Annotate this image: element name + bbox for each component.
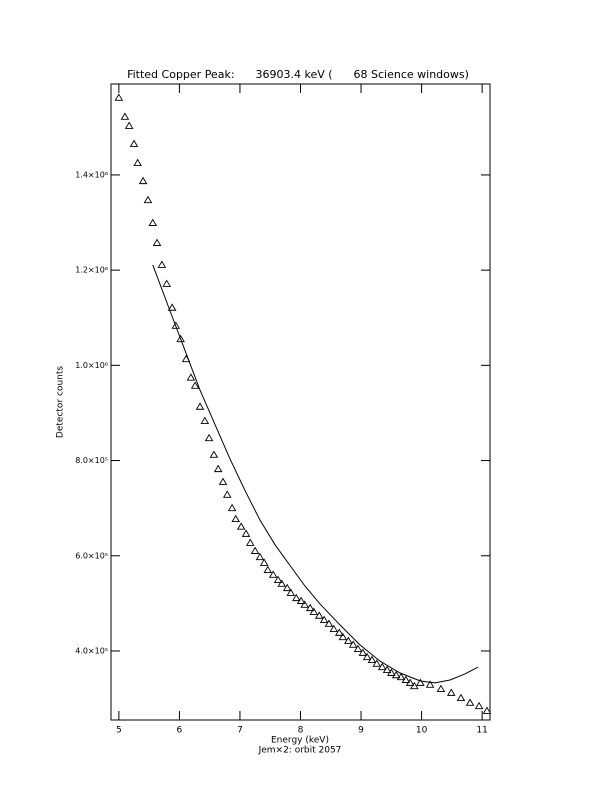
data-point: [396, 672, 406, 681]
x-tick-label: 8: [298, 726, 304, 736]
x-axis-label: Energy (keV): [271, 736, 329, 746]
data-point: [436, 684, 446, 693]
data-point: [263, 565, 273, 573]
data-point: [277, 579, 287, 587]
data-point: [152, 238, 162, 246]
data-point: [377, 662, 387, 671]
x-tick-label: 5: [116, 726, 122, 736]
data-point: [387, 668, 396, 676]
y-axis-label: Detector counts: [56, 366, 66, 438]
data-point: [259, 558, 269, 566]
data-point: [227, 503, 237, 512]
data-point: [410, 681, 419, 690]
y-tick-label: 1.0×10⁶: [75, 361, 108, 370]
data-point: [245, 538, 255, 546]
data-point: [120, 112, 130, 120]
data-point: [296, 596, 306, 604]
data-point: [176, 334, 185, 343]
y-tick-label: 4.0×10⁵: [75, 646, 108, 655]
data-point: [124, 121, 134, 129]
y-tick-label: 1.2×10⁶: [75, 266, 108, 275]
data-point: [465, 698, 475, 706]
data-point: [324, 619, 334, 627]
x-tick-label: 9: [358, 726, 364, 736]
data-point: [358, 648, 368, 656]
data-point: [222, 490, 232, 498]
data-point: [231, 514, 241, 523]
data-point: [344, 636, 353, 644]
y-tick-label: 6.0×10⁵: [75, 551, 108, 560]
data-point: [338, 632, 348, 641]
x-tick-label: 10: [416, 726, 428, 736]
data-point: [241, 529, 251, 537]
data-point: [200, 416, 210, 424]
data-point: [186, 373, 196, 381]
data-point: [218, 477, 228, 485]
data-point: [425, 680, 435, 688]
data-point: [162, 279, 171, 287]
data-point: [282, 583, 292, 592]
data-point: [291, 593, 301, 602]
data-point: [114, 93, 124, 101]
data-point: [474, 701, 484, 710]
data-point: [391, 670, 401, 679]
data-point: [171, 321, 181, 329]
x-tick-label: 7: [237, 726, 243, 736]
data-point: [334, 628, 344, 636]
data-point: [133, 158, 142, 166]
data-point: [456, 693, 466, 702]
data-point: [446, 688, 456, 696]
data-point: [195, 402, 205, 410]
data-point: [314, 611, 324, 619]
data-point: [255, 552, 265, 561]
data-point: [273, 575, 283, 583]
data-point: [268, 570, 278, 578]
plot-frame: [110, 83, 491, 721]
chart-title: Fitted Copper Peak: 36903.4 keV ( 68 Sci…: [127, 68, 469, 81]
data-point: [250, 546, 260, 554]
data-point: [372, 659, 382, 667]
y-tick-label: 1.4×10⁶: [75, 170, 108, 179]
fit-line: [152, 264, 479, 684]
data-point: [190, 381, 200, 389]
data-point: [129, 139, 139, 147]
data-point: [329, 624, 339, 633]
data-point: [367, 655, 377, 663]
data-point: [353, 644, 363, 653]
subtitle: Jem×2: orbit 2057: [258, 746, 342, 756]
x-tick-label: 11: [476, 726, 487, 736]
y-tick-label: 8.0×10⁵: [75, 456, 108, 465]
data-point: [236, 522, 246, 530]
data-point: [309, 607, 319, 615]
data-point: [148, 218, 158, 226]
data-point: [143, 195, 153, 204]
data-point: [416, 678, 425, 686]
data-point: [482, 706, 492, 714]
data-point: [300, 600, 310, 608]
data-point: [382, 665, 392, 673]
data-point: [401, 675, 411, 683]
data-point: [209, 450, 219, 458]
x-tick-label: 6: [177, 726, 183, 736]
data-point: [157, 260, 167, 268]
data-point: [362, 652, 372, 661]
data-point: [405, 678, 415, 686]
data-point: [319, 615, 329, 623]
data-point: [167, 303, 177, 311]
data-point: [348, 640, 358, 648]
data-point: [138, 176, 148, 185]
data-point: [213, 464, 223, 473]
data-point: [204, 433, 214, 442]
data-point: [286, 588, 296, 596]
data-point: [305, 603, 315, 612]
